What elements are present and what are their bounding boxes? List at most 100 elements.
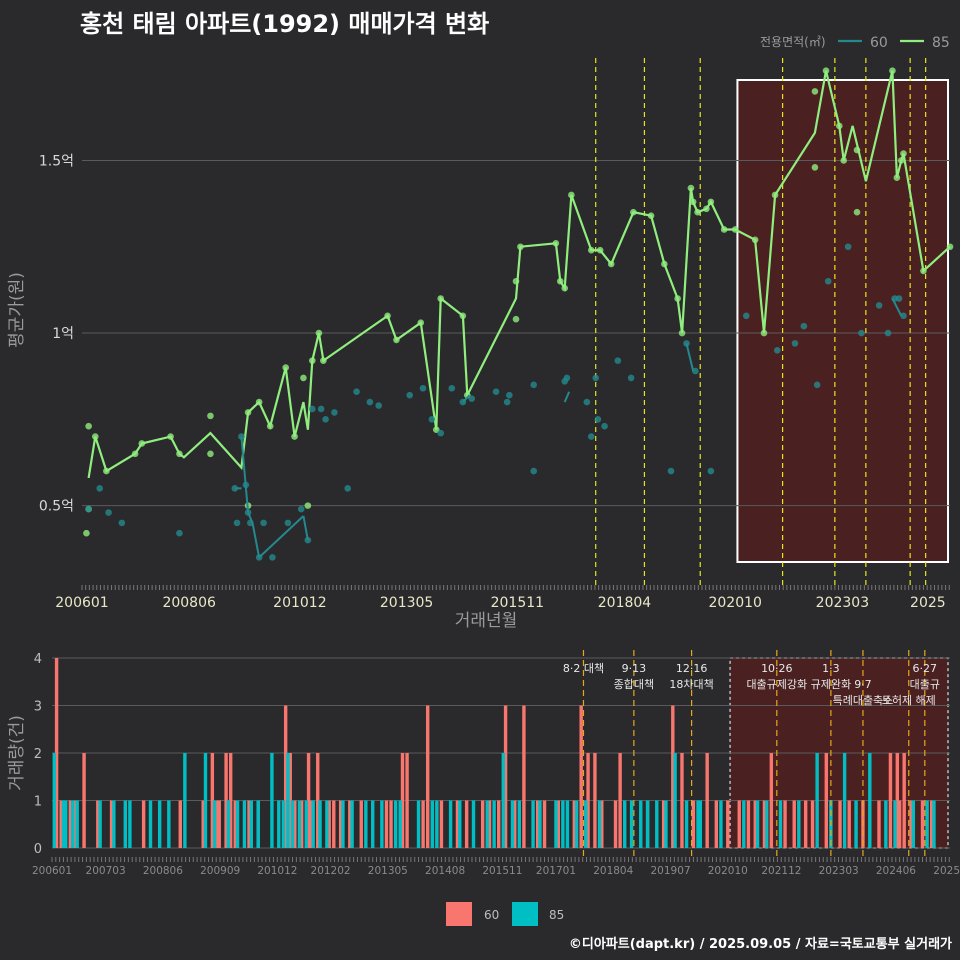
volume-bar-60 (503, 705, 508, 848)
volume-bar-85 (364, 800, 368, 848)
volume-bar-85 (664, 800, 668, 848)
bar-legend-60-label: 60 (484, 908, 499, 922)
volume-bar-60 (389, 800, 393, 848)
volume-xtick-label: 201701 (536, 865, 576, 877)
series-60-point (742, 312, 750, 320)
volume-bar-60 (348, 800, 352, 848)
policy-label: 12·16 (676, 662, 708, 675)
volume-bar-85 (311, 800, 315, 848)
price-ytick-label: 1.5억 (39, 153, 74, 169)
policy-label: 8·2 대책 (563, 662, 604, 675)
series-60-point (773, 346, 781, 354)
volume-bar-85 (884, 800, 888, 848)
volume-bar-60 (618, 753, 622, 848)
volume-bar-60 (680, 753, 684, 848)
volume-bar-60 (109, 800, 114, 848)
series-60-point (492, 388, 500, 396)
credit-line: ©디아파트(dapt.kr) / 2025.09.05 / 자료=국토교통부 실… (568, 937, 952, 952)
series-60-point (375, 402, 383, 409)
volume-bar-60 (309, 800, 313, 848)
legend-60-label: 60 (870, 35, 888, 51)
series-85-point (920, 267, 927, 275)
series-85-point (661, 260, 668, 268)
series-60-point (900, 312, 907, 320)
volume-bar-60 (201, 800, 205, 848)
volume-xtick-label: 201305 (368, 865, 408, 877)
volume-bar-60 (895, 753, 900, 848)
volume-xtick-label: 201907 (650, 865, 690, 877)
series-60-point (601, 422, 608, 430)
volume-bar-60 (847, 800, 851, 848)
series-85-point (304, 502, 312, 509)
volume-bar-60 (737, 800, 741, 848)
volume-bar-60 (497, 800, 501, 848)
series-60-segment (251, 522, 261, 558)
series-85-point (176, 450, 183, 458)
series-85-point (853, 146, 861, 154)
volume-bar-85 (61, 800, 66, 848)
volume-bar-60 (824, 753, 828, 848)
series-85-point (811, 164, 819, 171)
volume-bar-60 (141, 800, 146, 848)
volume-bar-85 (350, 800, 354, 848)
volume-bar-60 (73, 800, 77, 848)
volume-bar-60 (803, 800, 808, 848)
volume-bar-85 (797, 800, 801, 848)
price-xtick-label: 2025 (910, 595, 946, 611)
series-85-point (83, 529, 90, 537)
series-85-point (512, 277, 520, 285)
volume-bar-60 (920, 800, 925, 848)
series-85-point (900, 150, 907, 157)
series-60-point (304, 536, 312, 544)
series-60-point (233, 519, 241, 527)
series-85-point (300, 374, 307, 382)
volume-bar-60 (421, 800, 425, 848)
volume-xtick-label: 202010 (708, 865, 748, 877)
volume-bar-60 (217, 800, 221, 848)
volume-bar-85 (719, 800, 723, 848)
volume-bar-85 (471, 800, 476, 848)
series-60-point (707, 467, 715, 475)
volume-bar-85 (629, 800, 634, 848)
volume-ytick-label: 3 (34, 700, 42, 715)
series-85-point (678, 329, 686, 337)
volume-bar-60 (513, 800, 517, 848)
price-xtick-label: 202303 (816, 595, 869, 611)
series-60-point (844, 243, 852, 251)
policy-label: 규제완화 (811, 678, 851, 691)
series-60-point (813, 381, 821, 389)
policy-label: 6·27 (913, 662, 938, 675)
bar-legend-60-swatch (446, 902, 472, 926)
volume-bar-85 (242, 800, 247, 848)
volume-bar-85 (510, 800, 515, 848)
volume-bar-60 (384, 800, 389, 848)
series-85-point (596, 246, 604, 254)
series-60-segment (685, 343, 695, 372)
volume-ytick-label: 1 (34, 795, 42, 810)
volume-bar-60 (726, 800, 730, 848)
volume-bar-85 (492, 800, 496, 848)
volume-bar-85 (112, 800, 116, 848)
chart-title: 홍천 태림 아파트(1992) 매매가격 변화 (80, 10, 490, 38)
price-xtick-label: 202010 (708, 595, 761, 611)
series-85-point (517, 243, 524, 251)
series-60-point (308, 405, 316, 413)
series-60-point (331, 409, 338, 416)
volume-bar-60 (593, 753, 597, 848)
volume-bar-60 (888, 753, 893, 848)
series-85-point (384, 312, 391, 320)
price-xtick-label: 201804 (598, 595, 652, 611)
volume-bar-85 (70, 800, 75, 848)
series-60-point (506, 391, 513, 399)
volume-bar-85 (416, 800, 421, 848)
series-60-point (594, 416, 602, 423)
volume-bar-85 (277, 800, 281, 848)
policy-label: 특례대출축소 (833, 694, 894, 707)
volume-bar-60 (542, 800, 547, 848)
series-60-segment (240, 436, 250, 513)
series-85-point (561, 284, 569, 292)
volume-bar-60 (293, 800, 297, 848)
volume-bar-85 (645, 800, 650, 848)
volume-xtick-label: 202112 (761, 865, 801, 877)
volume-bar-85 (203, 753, 208, 848)
